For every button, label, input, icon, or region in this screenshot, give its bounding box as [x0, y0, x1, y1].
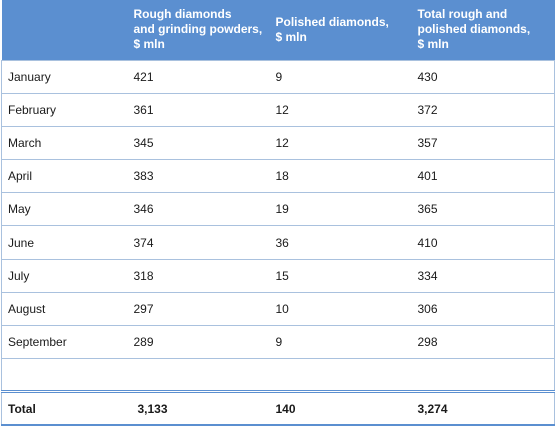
- table-row: May 346 19 365: [1, 192, 555, 226]
- table-spacer: [1, 358, 555, 392]
- spacer-cell: [128, 359, 270, 392]
- total-cell: 298: [411, 324, 555, 360]
- table-row: April 383 18 401: [1, 159, 555, 193]
- total-cell: 365: [411, 192, 555, 226]
- polished-cell: 10: [269, 291, 412, 326]
- month-cell: May: [1, 192, 128, 226]
- header-month: [2, 0, 128, 60]
- month-cell: March: [1, 125, 128, 160]
- table-row: August 297 10 306: [1, 291, 555, 326]
- total-label: Total: [1, 390, 128, 426]
- month-cell: April: [1, 159, 128, 193]
- total-cell: 306: [411, 291, 555, 326]
- rough-cell: 374: [127, 225, 270, 260]
- header-rough-diamonds: Rough diamonds and grinding powders, $ m…: [133, 7, 263, 52]
- polished-cell: 9: [269, 59, 412, 94]
- polished-cell: 36: [269, 225, 412, 260]
- total-cell: 410: [411, 225, 555, 260]
- rough-cell: 289: [127, 324, 270, 360]
- polished-cell: 12: [269, 92, 412, 127]
- table-body: January 421 9 430 February 361 12 372 March 345 12…: [1, 59, 555, 392]
- polished-cell: 9: [269, 324, 412, 360]
- rough-cell: 421: [127, 59, 270, 94]
- rough-cell: 345: [127, 125, 270, 160]
- polished-cell: 12: [269, 125, 412, 160]
- polished-cell: 15: [269, 258, 412, 293]
- month-cell: January: [1, 59, 128, 94]
- rough-cell: 297: [127, 291, 270, 326]
- table-header-row: Rough diamonds and grinding powders, $ m…: [1, 0, 555, 60]
- total-cell: 401: [411, 159, 555, 193]
- header-total-diamonds: Total rough and polished diamonds, $ mln: [417, 7, 531, 52]
- total-cell: 430: [411, 59, 555, 94]
- rough-cell: 318: [127, 258, 270, 293]
- rough-cell: 346: [127, 192, 270, 226]
- month-cell: February: [1, 92, 128, 127]
- month-cell: September: [1, 324, 128, 360]
- rough-cell: 383: [127, 159, 270, 193]
- table-row: February 361 12 372: [1, 92, 555, 127]
- table-row: July 318 15 334: [1, 258, 555, 293]
- polished-cell: 19: [269, 192, 412, 226]
- table-row: June 374 36 410: [1, 225, 555, 260]
- table-row: March 345 12 357: [1, 125, 555, 160]
- total-rough: 3,133: [127, 390, 270, 426]
- total-polished: 140: [269, 390, 412, 426]
- month-cell: July: [1, 258, 128, 293]
- rough-cell: 361: [127, 92, 270, 127]
- polished-cell: 18: [269, 159, 412, 193]
- total-cell: 357: [411, 125, 555, 160]
- spacer-cell: [270, 359, 412, 392]
- table-row: September 289 9 298: [1, 324, 555, 360]
- total-cell: 334: [411, 258, 555, 293]
- spacer-cell: [411, 358, 555, 392]
- month-cell: August: [1, 291, 128, 326]
- table-row: January 421 9 430: [1, 59, 555, 94]
- month-cell: June: [1, 225, 128, 260]
- total-cell: 372: [411, 92, 555, 127]
- spacer-cell: [1, 358, 128, 392]
- total-sum: 3,274: [411, 390, 555, 426]
- total-row: Total 3,133 140 3,274: [1, 390, 555, 426]
- header-polished-diamonds: Polished diamonds, $ mln: [275, 14, 389, 44]
